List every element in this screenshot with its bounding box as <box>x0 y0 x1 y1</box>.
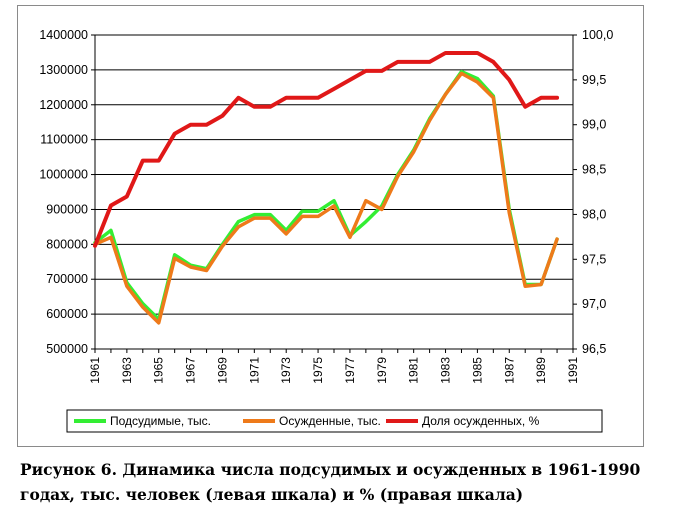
left-tick-label: 1300000 <box>39 63 88 77</box>
left-tick-label: 500000 <box>46 342 88 356</box>
x-tick-label: 1977 <box>343 357 357 384</box>
legend-label-1: Подсудимые, тыс. <box>110 414 211 428</box>
x-tick-label: 1979 <box>375 357 389 384</box>
left-tick-label: 1100000 <box>40 133 88 147</box>
x-tick-label: 1969 <box>215 357 229 384</box>
legend-box <box>66 409 603 433</box>
right-tick-label: 99,0 <box>582 118 606 132</box>
x-tick-label: 1975 <box>311 357 325 384</box>
x-tick-label: 1965 <box>152 357 166 384</box>
right-tick-label: 98,5 <box>582 163 606 177</box>
right-tick-label: 96,5 <box>582 342 606 356</box>
left-tick-label: 900000 <box>46 202 88 216</box>
x-tick-label: 1987 <box>502 357 516 384</box>
x-tick-label: 1989 <box>534 357 548 384</box>
left-tick-label: 600000 <box>46 307 88 321</box>
x-tick-label: 1961 <box>88 357 102 384</box>
left-tick-label: 1000000 <box>39 168 88 182</box>
right-tick-label: 98,0 <box>582 207 606 221</box>
left-tick-label: 700000 <box>46 272 88 286</box>
legend-label-3: Доля осужденных, % <box>422 414 540 428</box>
chart-frame: 500000 600000 700000 800000 900000 1000000 110… <box>17 5 644 447</box>
left-tick-label: 800000 <box>46 237 88 251</box>
left-tick-label: 1200000 <box>39 98 88 112</box>
right-tick-label: 97,0 <box>582 297 606 311</box>
legend-label-2: Осужденные, тыс. <box>279 414 381 428</box>
x-tick-label: 1971 <box>247 357 261 384</box>
x-tick-label: 1973 <box>279 357 293 384</box>
right-tick-label: 99,5 <box>582 73 606 87</box>
x-tick-label: 1963 <box>120 357 134 384</box>
x-tick-label: 1967 <box>184 357 198 384</box>
right-tick-label: 100,0 <box>582 28 613 42</box>
series-line-3 <box>93 50 560 248</box>
x-tick-label: 1983 <box>439 357 453 384</box>
x-tick-label: 1985 <box>470 357 484 384</box>
right-tick-label: 97,5 <box>582 252 606 266</box>
x-tick-label: 1981 <box>407 357 421 384</box>
left-tick-label: 1400000 <box>39 28 88 42</box>
figure-caption: Рисунок 6. Динамика числа подсудимых и о… <box>20 460 641 504</box>
series-line-2 <box>93 71 559 325</box>
series-line-1 <box>93 69 559 322</box>
x-tick-label: 1991 <box>566 357 580 384</box>
line-chart: 500000 600000 700000 800000 900000 1000000 110… <box>39 28 613 433</box>
